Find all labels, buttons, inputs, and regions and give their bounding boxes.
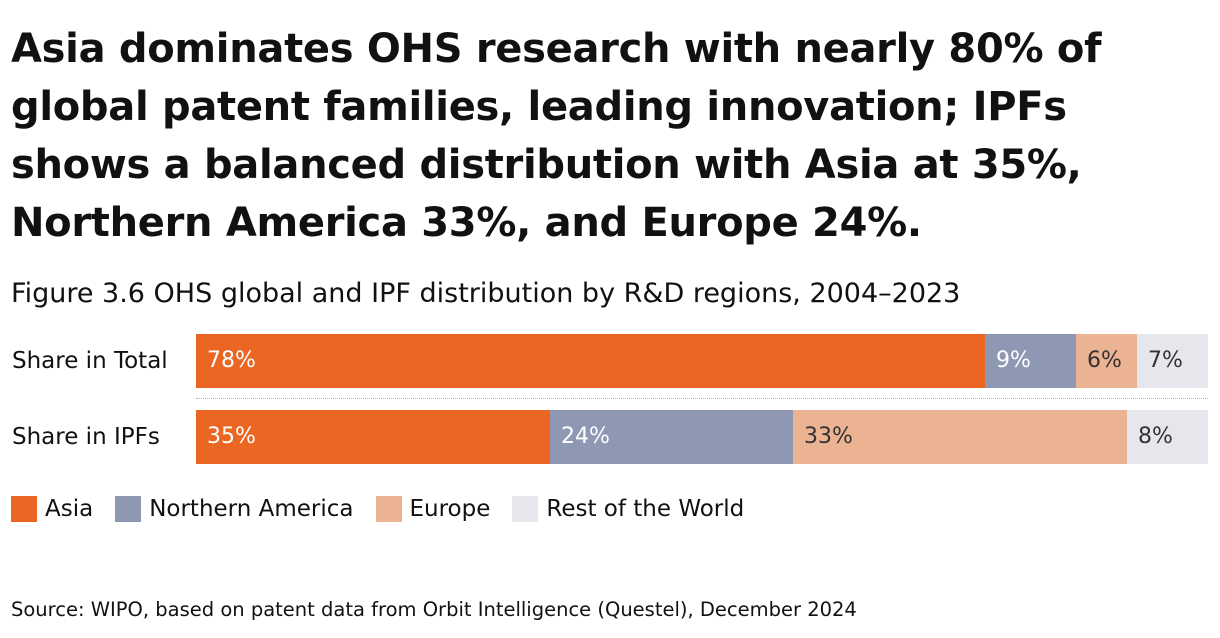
bar-segment-northern-america-share-in-total: 9%: [985, 334, 1076, 388]
data-label: 6%: [1087, 348, 1122, 373]
legend-label-rest-of-world: Rest of the World: [546, 496, 745, 522]
data-label: 24%: [561, 424, 610, 449]
legend-item-rest-of-world: Rest of the World: [512, 492, 744, 526]
legend-label-europe: Europe: [409, 496, 491, 522]
bar-segment-europe-share-in-ipfs: 33%: [793, 410, 1127, 464]
legend-swatch-europe: [375, 496, 402, 522]
category-label-ipfs: Share in IPFs: [12, 424, 160, 450]
bar-segment-europe-share-in-total: 6%: [1076, 334, 1137, 388]
data-label: 35%: [207, 424, 256, 449]
data-label: 78%: [207, 348, 256, 373]
headline: Asia dominates OHS research with nearly …: [11, 26, 1102, 246]
source-note: Source: WIPO, based on patent data from …: [11, 598, 857, 621]
legend-item-northern-america: Northern America: [115, 492, 354, 526]
bar-segment-rest-of-the-world-share-in-total: 7%: [1137, 334, 1208, 388]
legend-label-asia: Asia: [45, 496, 94, 522]
legend-swatch-rest-of-world: [512, 496, 539, 522]
legend-item-europe: Europe: [375, 492, 491, 526]
legend-item-asia: Asia: [11, 492, 93, 526]
bar-segment-asia-share-in-total: 78%: [196, 334, 985, 388]
stacked-bar-chart: Share in Total 78% 9% 6% 7% Share in IPFs 3…: [0, 326, 1220, 476]
chart-legend: Asia Northern America Europe Rest of the…: [11, 492, 766, 526]
chart-title: Figure 3.6 OHS global and IPF distributi…: [11, 278, 961, 309]
data-label: 33%: [804, 424, 853, 449]
row-divider: [196, 398, 1208, 399]
bar-segment-asia-share-in-ipfs: 35%: [196, 410, 550, 464]
bar-share-in-ipfs: 35% 24% 33% 8%: [196, 410, 1208, 464]
bar-segment-northern-america-share-in-ipfs: 24%: [550, 410, 793, 464]
data-label: 7%: [1148, 348, 1183, 373]
bar-share-in-total: 78% 9% 6% 7%: [196, 334, 1208, 388]
legend-label-northern-america: Northern America: [149, 496, 354, 522]
bar-segment-rest-of-the-world-share-in-ipfs: 8%: [1127, 410, 1208, 464]
data-label: 9%: [996, 348, 1031, 373]
legend-swatch-northern-america: [115, 496, 142, 522]
data-label: 8%: [1138, 424, 1173, 449]
category-label-total: Share in Total: [12, 348, 168, 374]
legend-swatch-asia: [11, 496, 37, 522]
